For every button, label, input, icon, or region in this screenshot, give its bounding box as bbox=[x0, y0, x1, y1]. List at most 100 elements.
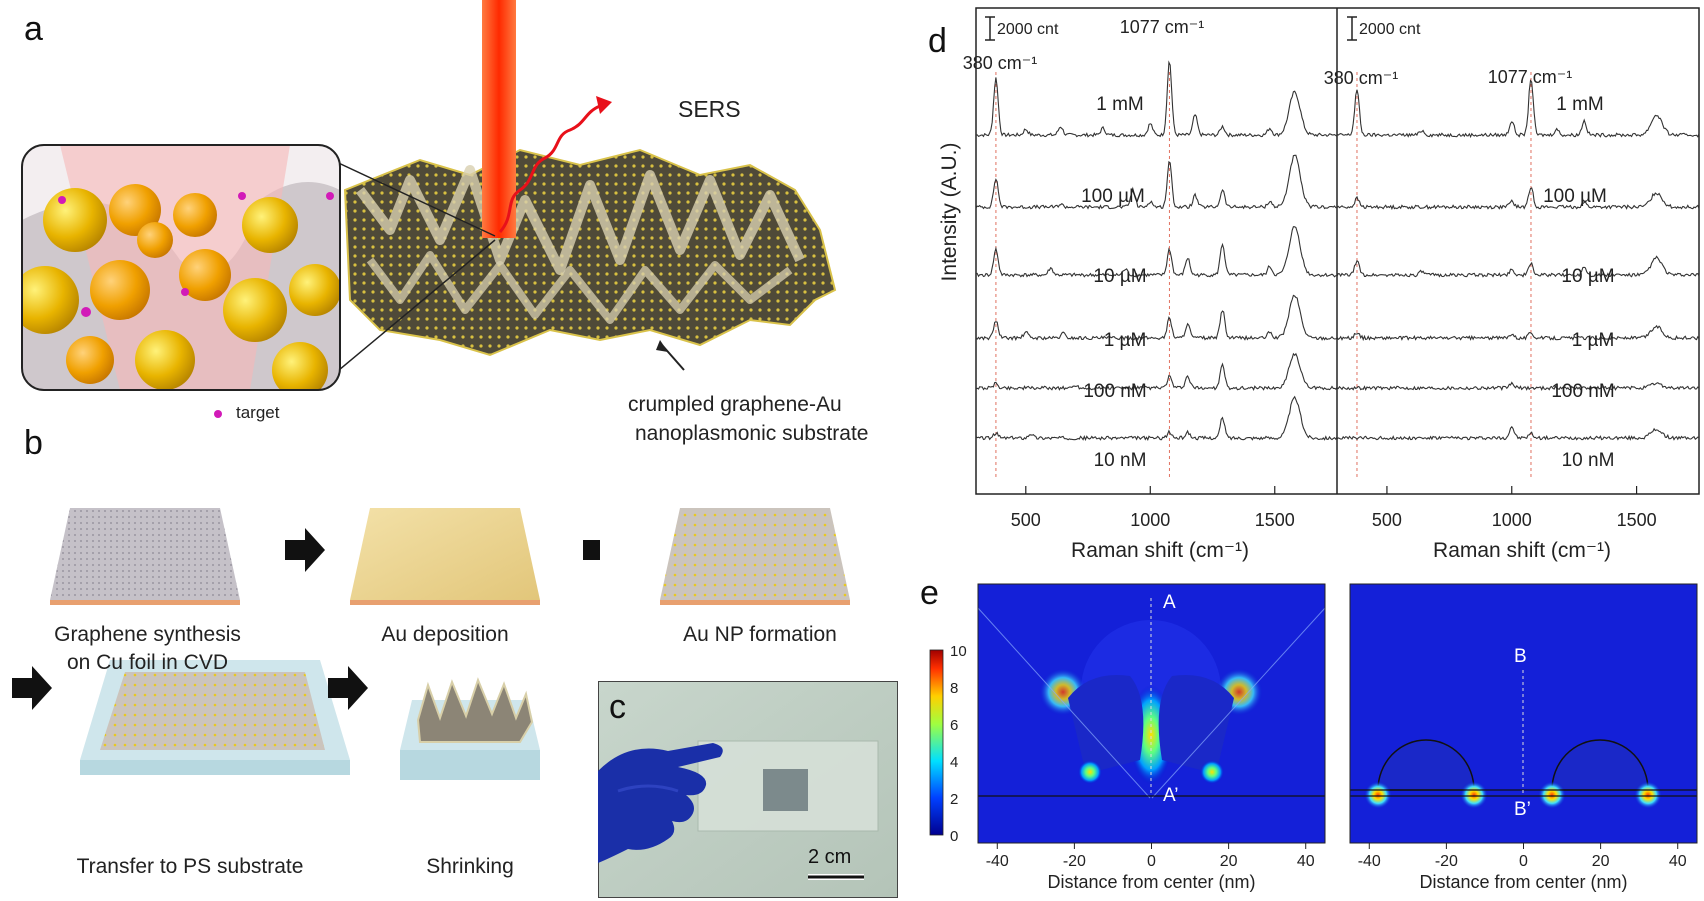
spectrum-line bbox=[975, 294, 1338, 342]
spectrum-line bbox=[1336, 425, 1700, 441]
series-label: 1 mM bbox=[1096, 94, 1144, 115]
arrow-icon bbox=[328, 666, 368, 710]
spectrum-line bbox=[1336, 187, 1700, 211]
sers-wave bbox=[498, 104, 601, 233]
series-label: 10 nM bbox=[1562, 450, 1615, 471]
step-4-caption: Transfer to PS substrate bbox=[76, 855, 304, 878]
step-shrinking bbox=[400, 677, 540, 780]
target-label: target bbox=[236, 403, 280, 422]
substrate-square bbox=[763, 769, 808, 811]
substrate-arrow-icon bbox=[656, 340, 668, 352]
series-label: 10 nM bbox=[1094, 450, 1147, 471]
step-5-caption: Shrinking bbox=[426, 855, 514, 878]
spectrum-line bbox=[975, 154, 1338, 210]
peak-label: 380 cm⁻¹ bbox=[1324, 68, 1399, 88]
sers-label: SERS bbox=[678, 96, 741, 122]
series-label: 1 mM bbox=[1556, 94, 1604, 115]
x-tick-label: 1000 bbox=[1130, 510, 1170, 530]
arrow-icon bbox=[12, 666, 52, 710]
map-a-bottom-label: A’ bbox=[1163, 785, 1178, 806]
d-left-xlabel: Raman shift (cm⁻¹) bbox=[1071, 539, 1249, 562]
colorbar-tick-label: 4 bbox=[950, 754, 958, 771]
x-tick-label: 500 bbox=[1011, 510, 1041, 530]
series-label: 10 µM bbox=[1093, 266, 1146, 287]
series-label: 100 µM bbox=[1081, 186, 1145, 207]
colorbar-tick-label: 10 bbox=[950, 643, 967, 660]
panel-label-e: e bbox=[920, 574, 939, 612]
peak-label: 1077 cm⁻¹ bbox=[1120, 17, 1205, 37]
panel-label-c: c bbox=[609, 688, 626, 726]
colorbar-tick-label: 2 bbox=[950, 791, 958, 808]
x-tick-label: 20 bbox=[1592, 853, 1610, 870]
scale-bar-label: 2 cm bbox=[808, 846, 852, 868]
x-tick-label: 1500 bbox=[1617, 510, 1657, 530]
spectrum-line bbox=[1336, 324, 1700, 342]
step-transfer-ps bbox=[80, 660, 350, 775]
d-right-xlabel: Raman shift (cm⁻¹) bbox=[1433, 539, 1611, 562]
e-right-xlabel: Distance from center (nm) bbox=[1419, 872, 1628, 892]
panel-label-a: a bbox=[24, 10, 43, 48]
panel-b-illustration bbox=[12, 508, 600, 780]
x-tick-label: 1000 bbox=[1492, 510, 1532, 530]
spectrum-line bbox=[975, 352, 1338, 392]
field-map-a bbox=[977, 583, 1326, 844]
d-ylabel: Intensity (A.U.) bbox=[938, 142, 961, 282]
x-tick-label: 1500 bbox=[1255, 510, 1295, 530]
step-1-caption-line2: on Cu foil in CVD bbox=[66, 651, 229, 674]
x-tick-label: 40 bbox=[1669, 853, 1687, 870]
scale-bar-text: 2000 cnt bbox=[1359, 21, 1421, 38]
spectrum-line bbox=[975, 60, 1338, 138]
x-tick-label: 40 bbox=[1297, 853, 1315, 870]
substrate-label-line1: crumpled graphene-Au bbox=[628, 393, 842, 416]
panel-e-chart: 0 2 4 6 8 10 A A’ B B’ -40 -20 0 20 40 -40 -20 0 20 40 bbox=[929, 583, 1698, 870]
glove bbox=[598, 743, 723, 863]
colorbar-tick-label: 8 bbox=[950, 680, 958, 697]
spectrum-line bbox=[1336, 381, 1700, 391]
panel-a-illustration bbox=[21, 0, 837, 418]
target-dot-icon bbox=[214, 410, 222, 418]
peak-label: 380 cm⁻¹ bbox=[963, 53, 1038, 73]
x-tick-label: 0 bbox=[1147, 853, 1156, 870]
series-label: 1 µM bbox=[1572, 330, 1615, 351]
series-label: 10 µM bbox=[1561, 266, 1614, 287]
spectrum-line bbox=[975, 395, 1338, 442]
map-a-top-label: A bbox=[1163, 592, 1176, 613]
panel-label-b: b bbox=[24, 424, 43, 462]
panel-label-d: d bbox=[928, 22, 947, 60]
inset-zoom bbox=[22, 145, 340, 390]
x-tick-label: -20 bbox=[1063, 853, 1086, 870]
step-au-deposition bbox=[350, 508, 540, 605]
spectrum-line bbox=[1336, 255, 1700, 278]
colorbar-tick-label: 6 bbox=[950, 717, 958, 734]
x-tick-label: -40 bbox=[1358, 853, 1381, 870]
laser-beam bbox=[482, 0, 516, 238]
peak-label: 1077 cm⁻¹ bbox=[1488, 67, 1573, 87]
colorbar bbox=[929, 649, 944, 836]
spectrum-line bbox=[1336, 79, 1700, 139]
x-tick-label: -20 bbox=[1435, 853, 1458, 870]
series-label: 100 µM bbox=[1543, 186, 1607, 207]
map-b-bottom-label: B’ bbox=[1514, 799, 1531, 820]
spectrum-line bbox=[975, 226, 1338, 278]
sers-arrow-icon bbox=[596, 96, 612, 114]
panel-d-chart: 1 mM 100 µM 10 µM 1 µM 100 nM 10 nM 2000 cnt 38… bbox=[963, 7, 1700, 530]
x-tick-label: 0 bbox=[1519, 853, 1528, 870]
panel-c-photo bbox=[598, 681, 898, 898]
map-b-top-label: B bbox=[1514, 646, 1527, 667]
field-map-b bbox=[1349, 583, 1698, 844]
e-left-xlabel: Distance from center (nm) bbox=[1047, 872, 1256, 892]
colorbar-tick-label: 0 bbox=[950, 828, 958, 845]
substrate-label-line2: nanoplasmonic substrate bbox=[635, 422, 869, 445]
step-3-caption: Au NP formation bbox=[683, 623, 837, 646]
step-2-caption: Au deposition bbox=[381, 623, 509, 646]
step-1-caption-line1: Graphene synthesis bbox=[54, 623, 241, 646]
series-label: 1 µM bbox=[1104, 330, 1147, 351]
x-tick-label: 500 bbox=[1372, 510, 1402, 530]
arrow-icon bbox=[285, 528, 325, 572]
step-au-np-formation bbox=[660, 508, 850, 605]
scale-bar-text: 2000 cnt bbox=[997, 21, 1059, 38]
x-tick-label: 20 bbox=[1220, 853, 1238, 870]
series-label: 100 nM bbox=[1551, 381, 1614, 402]
crumpled-substrate bbox=[343, 148, 837, 357]
x-tick-label: -40 bbox=[986, 853, 1009, 870]
